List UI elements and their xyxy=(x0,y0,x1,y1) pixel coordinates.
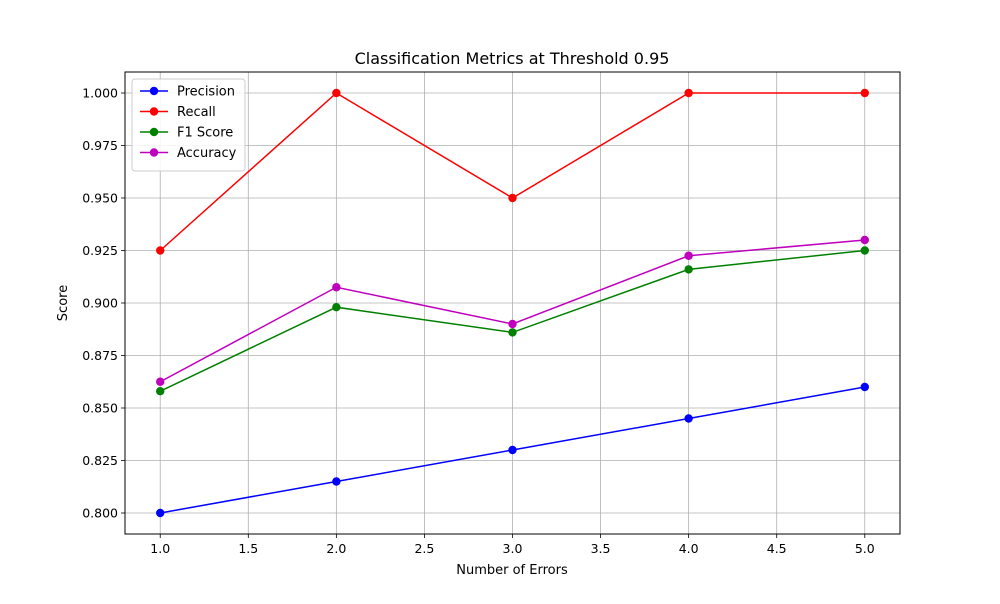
series-accuracy xyxy=(156,235,869,386)
y-tick-label: 0.825 xyxy=(82,453,118,468)
data-point-accuracy xyxy=(860,235,869,245)
data-point-f1-score xyxy=(508,328,517,337)
y-tick-label: 0.925 xyxy=(82,243,118,258)
x-axis-label: Number of Errors xyxy=(456,563,568,578)
y-axis-label: Score xyxy=(56,285,71,321)
x-tick-label: 4.0 xyxy=(679,541,699,556)
data-point-recall xyxy=(156,246,165,255)
x-tick-label: 2.0 xyxy=(326,541,346,556)
grid xyxy=(125,72,900,534)
data-point-precision xyxy=(508,445,517,455)
data-point-accuracy xyxy=(508,319,517,329)
y-tick-label: 0.900 xyxy=(82,296,118,311)
legend-label-accuracy: Accuracy xyxy=(177,146,237,161)
y-tick-label: 1.000 xyxy=(82,86,118,101)
data-point-accuracy xyxy=(684,251,693,260)
data-point-recall xyxy=(508,193,517,203)
y-tick-label: 0.850 xyxy=(82,401,118,416)
data-point-precision xyxy=(860,382,869,392)
y-tick-label: 0.875 xyxy=(82,348,118,363)
series-precision xyxy=(156,382,869,518)
chart-title: Classification Metrics at Threshold 0.95 xyxy=(355,49,670,68)
x-axis-ticks: 1.0 1.5 2.0 2.5 3.0 3.5 4.0 4.5 5.0 xyxy=(150,534,875,556)
x-tick-label: 3.5 xyxy=(591,541,611,556)
legend: Precision Recall F1 Score Accuracy xyxy=(131,78,246,172)
data-point-accuracy xyxy=(156,377,165,386)
series-f1-score xyxy=(156,246,869,396)
data-point-precision xyxy=(156,508,165,518)
y-tick-label: 0.800 xyxy=(82,506,118,521)
data-point-f1-score xyxy=(332,303,341,312)
y-tick-label: 0.975 xyxy=(82,138,118,153)
legend-marker-precision xyxy=(149,86,159,96)
x-tick-label: 1.0 xyxy=(150,541,170,556)
data-point-recall xyxy=(332,88,341,98)
legend-label-f1-score: F1 Score xyxy=(177,126,233,141)
legend-marker-f1-score xyxy=(149,127,159,137)
legend-marker-accuracy xyxy=(149,148,159,157)
data-point-precision xyxy=(332,477,341,486)
data-point-f1-score xyxy=(156,387,165,396)
legend-label-recall: Recall xyxy=(177,105,216,120)
series-group xyxy=(156,88,869,518)
y-tick-label: 0.950 xyxy=(82,191,118,206)
series-recall xyxy=(156,88,869,255)
data-point-precision xyxy=(684,414,693,423)
x-tick-label: 2.5 xyxy=(414,541,434,556)
x-tick-label: 4.5 xyxy=(767,541,787,556)
legend-marker-recall xyxy=(149,107,159,116)
data-point-f1-score xyxy=(684,265,693,274)
y-axis-ticks: 0.800 0.825 0.850 0.875 0.900 0.925 0.950 0.975… xyxy=(82,86,125,521)
x-tick-label: 1.5 xyxy=(238,541,258,556)
x-tick-label: 3.0 xyxy=(503,541,523,556)
x-tick-label: 5.0 xyxy=(855,541,875,556)
data-point-accuracy xyxy=(332,283,341,292)
legend-label-precision: Precision xyxy=(177,85,235,100)
legend-box xyxy=(131,78,246,172)
data-point-f1-score xyxy=(860,246,869,255)
data-point-recall xyxy=(684,88,693,98)
data-point-recall xyxy=(860,88,869,98)
